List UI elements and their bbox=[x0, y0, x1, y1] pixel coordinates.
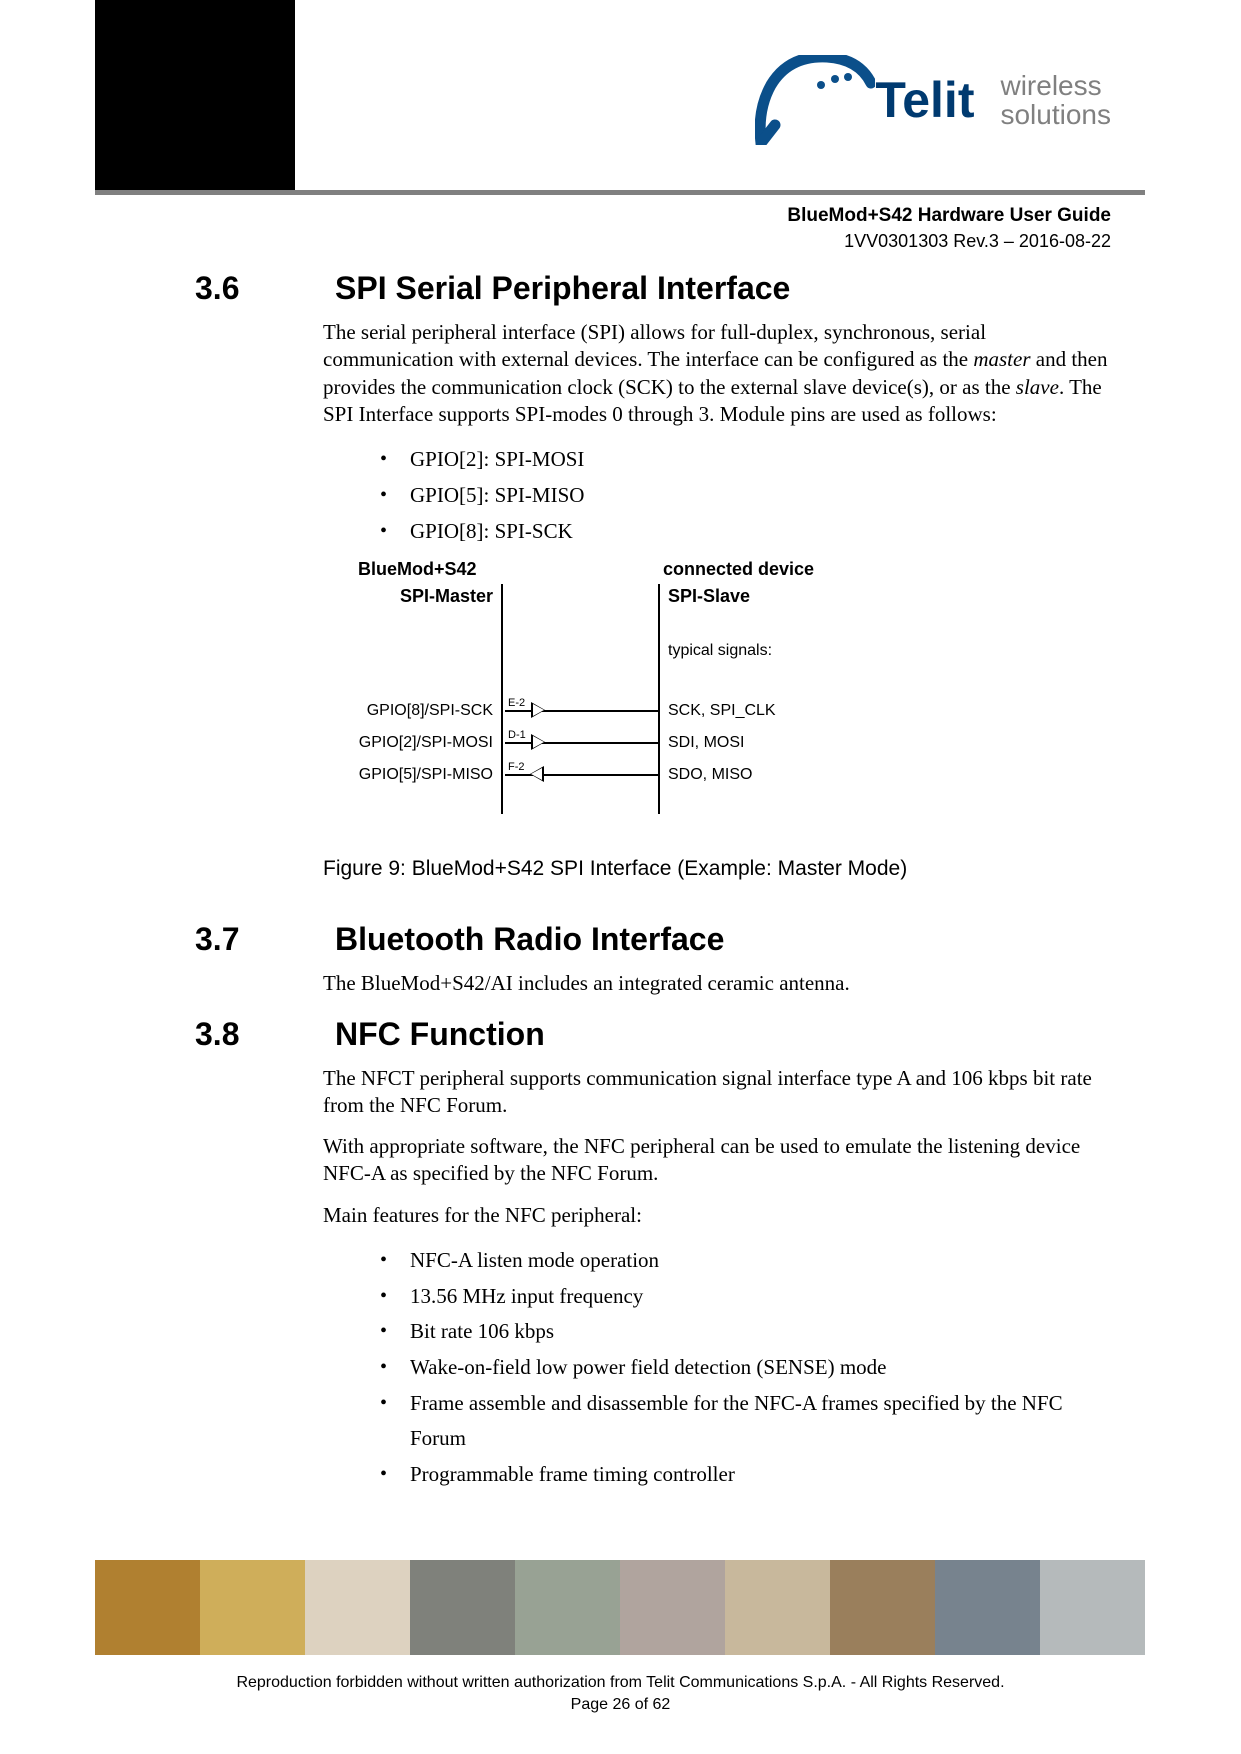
section-3-7-para: The BlueMod+S42/AI includes an integrate… bbox=[323, 970, 1115, 997]
tagline-line1: wireless bbox=[1000, 71, 1111, 100]
header-black-block bbox=[95, 0, 295, 190]
spi-master-label: SPI-Master bbox=[400, 586, 493, 607]
brand-tagline: wireless solutions bbox=[1000, 71, 1111, 130]
spi-diagram: BlueMod+S42 connected device SPI-Master … bbox=[323, 559, 893, 839]
logo-area: Telit wireless solutions bbox=[755, 55, 1111, 145]
spi-slave-label: SPI-Slave bbox=[668, 586, 750, 607]
header-divider bbox=[95, 190, 1145, 195]
arrow-right-icon bbox=[533, 736, 544, 748]
section-number: 3.7 bbox=[195, 921, 335, 958]
section-title: NFC Function bbox=[335, 1016, 545, 1053]
figure-caption: Figure 9: BlueMod+S42 SPI Interface (Exa… bbox=[323, 857, 1115, 881]
section-3-8-heading: 3.8 NFC Function bbox=[195, 1016, 1115, 1053]
arrow-left-icon bbox=[531, 768, 542, 780]
list-item: Bit rate 106 kbps bbox=[380, 1314, 1115, 1350]
section-number: 3.8 bbox=[195, 1016, 335, 1053]
brand-text: Telit bbox=[875, 71, 974, 129]
footer-page-number: Page 26 of 62 bbox=[0, 1694, 1241, 1716]
section-3-8-para3: Main features for the NFC peripheral: bbox=[323, 1202, 1115, 1229]
doc-header: BlueMod+S42 Hardware User Guide 1VV03013… bbox=[787, 205, 1111, 252]
list-item: Programmable frame timing controller bbox=[380, 1457, 1115, 1493]
pin-label: D-1 bbox=[508, 729, 526, 741]
pin-label: F-2 bbox=[508, 761, 525, 773]
signal-line bbox=[505, 710, 658, 712]
section-3-8-para1: The NFCT peripheral supports communicati… bbox=[323, 1065, 1115, 1120]
signal-label: GPIO[2]/SPI-MOSI bbox=[359, 734, 493, 752]
footer-image-strip bbox=[95, 1560, 1145, 1655]
tagline-line2: solutions bbox=[1000, 100, 1111, 129]
page-content: 3.6 SPI Serial Peripheral Interface The … bbox=[195, 270, 1115, 1503]
doc-title: BlueMod+S42 Hardware User Guide bbox=[787, 205, 1111, 227]
list-item: GPIO[5]: SPI-MISO bbox=[380, 478, 1115, 514]
signal-label: GPIO[5]/SPI-MISO bbox=[359, 766, 493, 784]
signal-label: SDO, MISO bbox=[668, 766, 752, 784]
arrow-right-icon bbox=[533, 704, 544, 716]
signal-label: SDI, MOSI bbox=[668, 734, 744, 752]
signal-line bbox=[505, 774, 658, 776]
page-header: Telit wireless solutions bbox=[0, 0, 1241, 190]
footer-copyright: Reproduction forbidden without written a… bbox=[0, 1672, 1241, 1694]
section-number: 3.6 bbox=[195, 270, 335, 307]
list-item: GPIO[8]: SPI-SCK bbox=[380, 514, 1115, 550]
signal-label: GPIO[8]/SPI-SCK bbox=[367, 702, 493, 720]
typical-signals-label: typical signals: bbox=[668, 642, 772, 660]
section-3-7-heading: 3.7 Bluetooth Radio Interface bbox=[195, 921, 1115, 958]
list-item: 13.56 MHz input frequency bbox=[380, 1279, 1115, 1315]
section-3-8-para2: With appropriate software, the NFC perip… bbox=[323, 1133, 1115, 1188]
list-item: Frame assemble and disassemble for the N… bbox=[380, 1386, 1115, 1457]
section-3-6-heading: 3.6 SPI Serial Peripheral Interface bbox=[195, 270, 1115, 307]
diagram-left-title: BlueMod+S42 bbox=[358, 559, 477, 580]
nfc-feature-list: NFC-A listen mode operation 13.56 MHz in… bbox=[380, 1243, 1115, 1493]
section-title: Bluetooth Radio Interface bbox=[335, 921, 724, 958]
telit-logo-icon bbox=[755, 55, 875, 145]
page-footer: Reproduction forbidden without written a… bbox=[0, 1672, 1241, 1717]
section-3-6-para: The serial peripheral interface (SPI) al… bbox=[323, 319, 1115, 428]
signal-line bbox=[505, 742, 658, 744]
diagram-right-title: connected device bbox=[663, 559, 814, 580]
list-item: Wake-on-field low power field detection … bbox=[380, 1350, 1115, 1386]
list-item: NFC-A listen mode operation bbox=[380, 1243, 1115, 1279]
signal-label: SCK, SPI_CLK bbox=[668, 702, 776, 720]
diagram-slave-box: SPI-Slave typical signals: SCK, SPI_CLK … bbox=[658, 584, 838, 814]
list-item: GPIO[2]: SPI-MOSI bbox=[380, 442, 1115, 478]
pin-label: E-2 bbox=[508, 697, 525, 709]
doc-revision: 1VV0301303 Rev.3 – 2016-08-22 bbox=[787, 231, 1111, 252]
spi-pin-list: GPIO[2]: SPI-MOSI GPIO[5]: SPI-MISO GPIO… bbox=[380, 442, 1115, 549]
section-title: SPI Serial Peripheral Interface bbox=[335, 270, 790, 307]
diagram-master-box: SPI-Master GPIO[8]/SPI-SCK GPIO[2]/SPI-M… bbox=[323, 584, 503, 814]
